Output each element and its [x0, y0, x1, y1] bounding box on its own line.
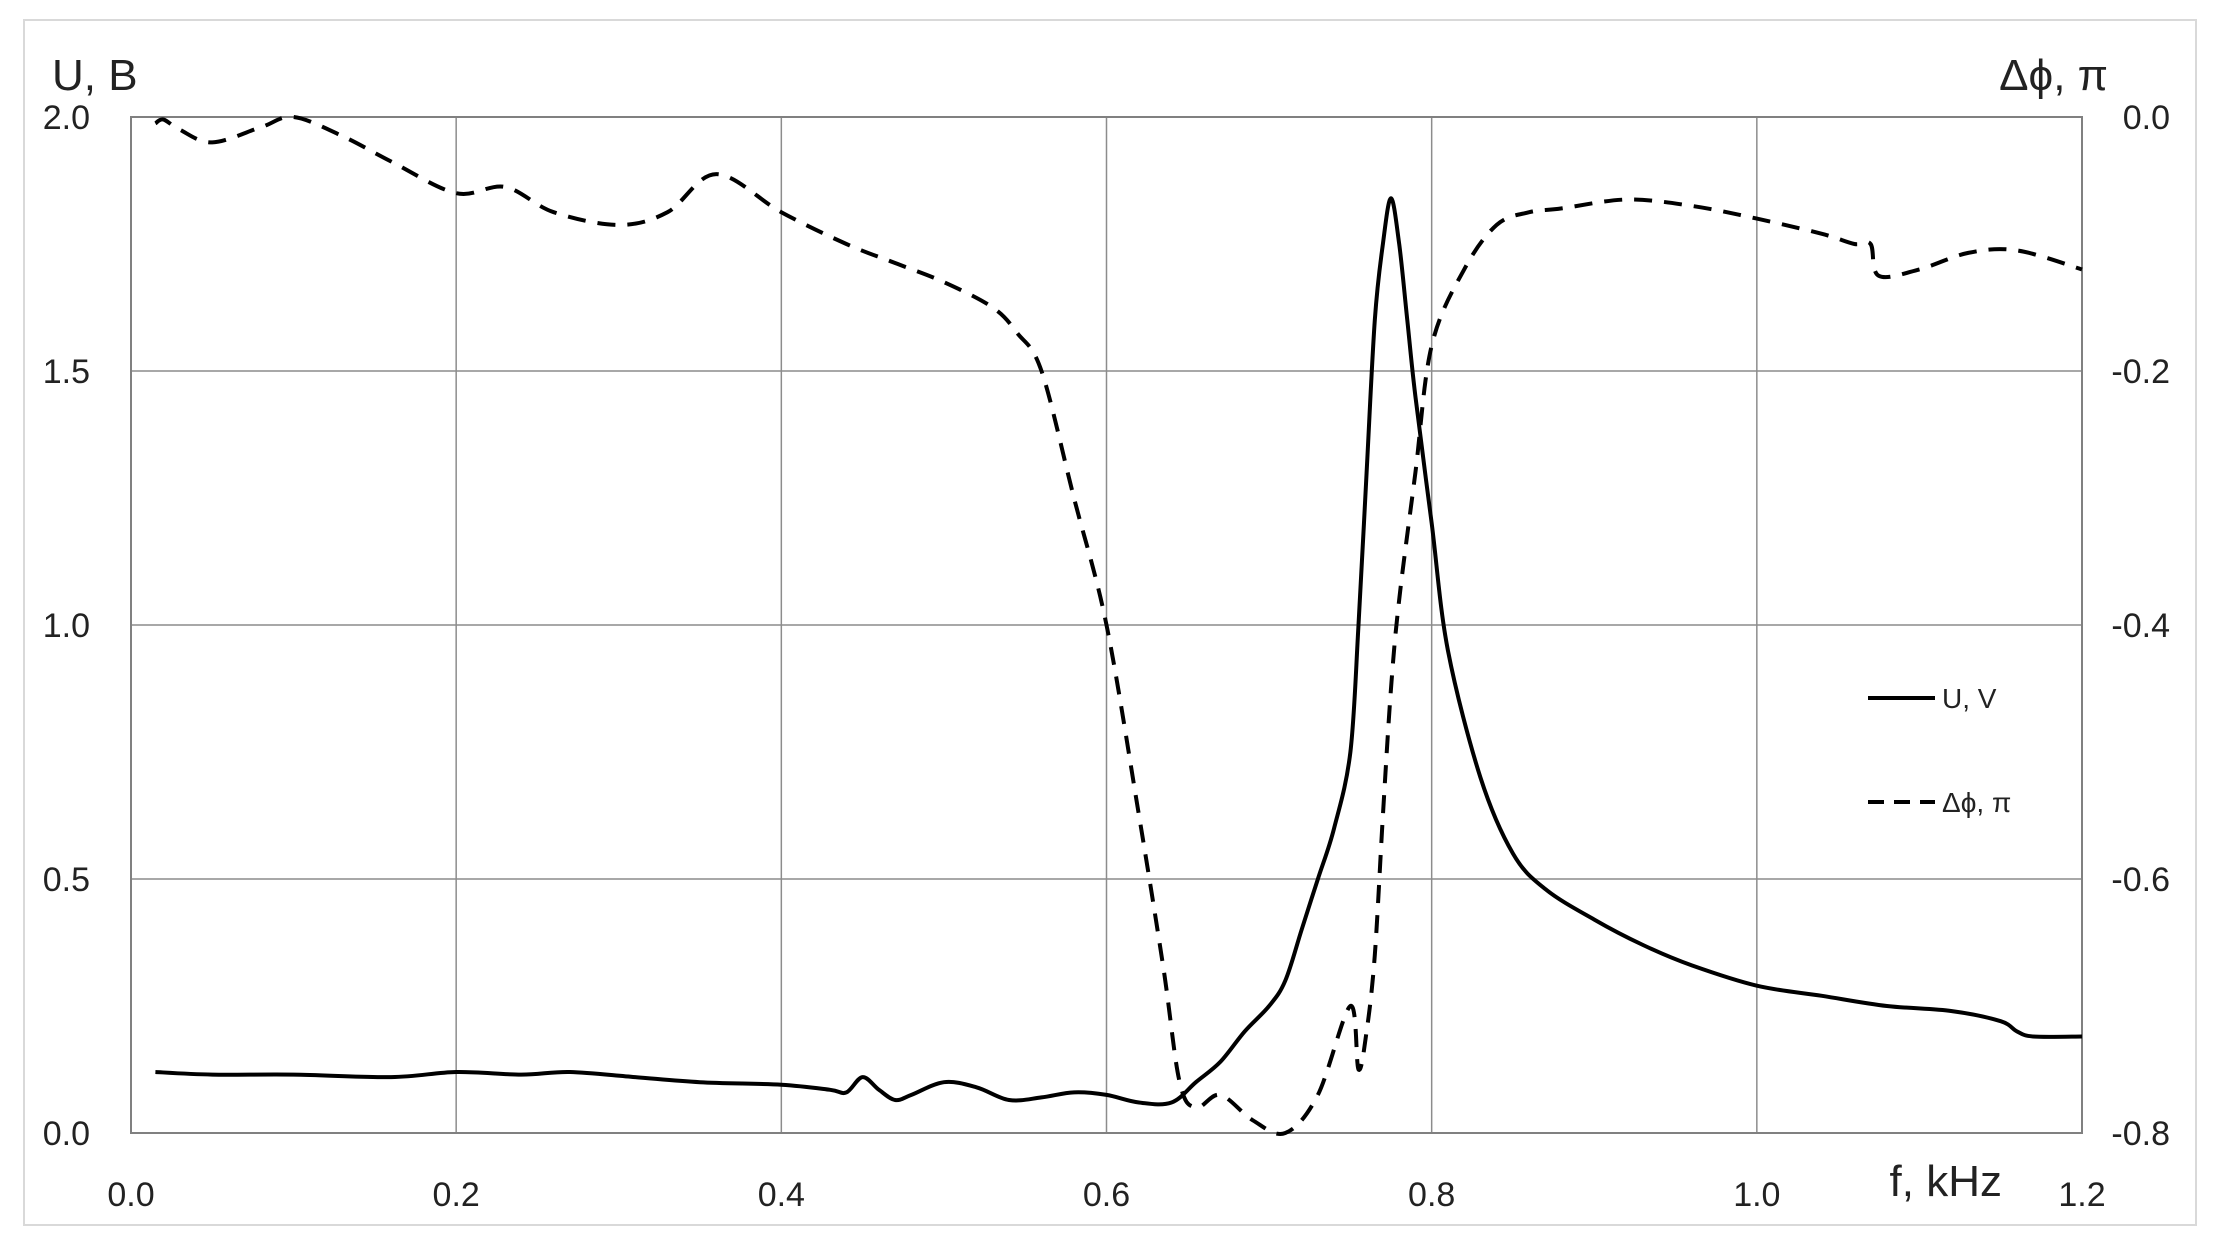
legend-label-phase: Δϕ, π: [1942, 787, 2011, 818]
x-tick-label: 1.2: [2058, 1176, 2105, 1214]
y-right-tick-label: 0.0: [2123, 99, 2170, 137]
x-tick-label: 0.4: [758, 1176, 805, 1214]
tick-labels: 0.0 0.2 0.4 0.6 0.8 1.0 1.2 0.0 0.5 1.0 1.5 2.0 -0.8…: [43, 99, 2170, 1214]
plot-area: [130, 116, 2083, 1134]
legend-label-u: U, V: [1942, 683, 1997, 714]
y-left-tick-label: 0.5: [43, 861, 90, 899]
chart-frame: [23, 19, 2197, 1226]
y-right-tick-label: -0.2: [2111, 353, 2170, 391]
x-tick-label: 1.0: [1733, 1176, 1780, 1214]
y-right-tick-label: -0.6: [2111, 861, 2170, 899]
x-axis-title: f, kHz: [1890, 1157, 2002, 1206]
legend: U, V Δϕ, π: [1868, 683, 2011, 818]
x-tick-label: 0.8: [1408, 1176, 1455, 1214]
y-left-tick-label: 2.0: [43, 99, 90, 137]
y-axis-left-title: U, B: [52, 51, 138, 100]
y-left-tick-label: 1.5: [43, 353, 90, 391]
series-lines: [154, 114, 2083, 1136]
y-right-tick-label: -0.4: [2111, 607, 2170, 645]
x-tick-label: 0.2: [433, 1176, 480, 1214]
series-voltage-line: [155, 196, 2083, 1107]
y-left-tick-label: 1.0: [43, 607, 90, 645]
y-right-tick-label: -0.8: [2111, 1115, 2170, 1153]
y-left-tick-label: 0.0: [43, 1115, 90, 1153]
series-phase-line: [154, 114, 2083, 1136]
x-tick-label: 0.6: [1083, 1176, 1130, 1214]
x-tick-label: 0.0: [107, 1176, 154, 1214]
y-axis-right-title: Δϕ, π: [1999, 51, 2108, 100]
